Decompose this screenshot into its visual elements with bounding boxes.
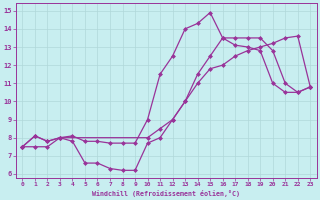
X-axis label: Windchill (Refroidissement éolien,°C): Windchill (Refroidissement éolien,°C) xyxy=(92,190,240,197)
